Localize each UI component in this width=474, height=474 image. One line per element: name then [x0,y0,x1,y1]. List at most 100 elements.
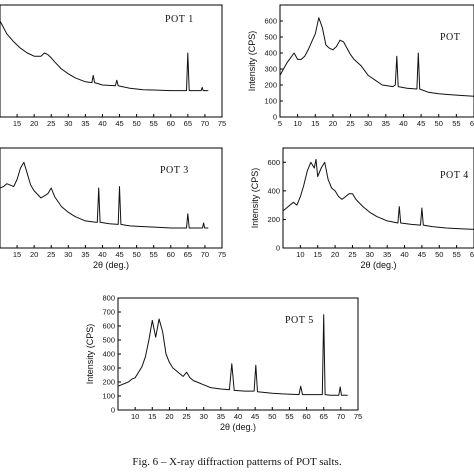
x-tick-label: 20 [30,119,38,128]
x-axis-label: 2θ (deg.) [220,422,256,432]
plot-frame [0,4,223,118]
y-tick-label: 100 [264,97,277,106]
x-tick-label: 50 [132,119,140,128]
x-tick-label: 70 [201,250,209,259]
x-tick-label: 25 [47,119,55,128]
x-axis-label: 2θ (deg.) [360,260,396,270]
diffraction-trace [282,158,474,230]
x-tick-label: 70 [337,412,345,421]
y-tick-label: 200 [264,81,277,90]
y-tick-label: 0 [276,244,280,253]
diffraction-trace [279,17,474,97]
x-tick-label: 50 [435,119,443,128]
y-tick-label: 400 [264,49,277,58]
x-tick-label: 50 [435,250,443,259]
x-tick-label: 75 [218,119,226,128]
x-tick-label: 55 [150,250,158,259]
plot-frame [279,4,474,118]
x-tick-label: 10 [293,119,301,128]
x-tick-label: 10 [131,412,139,421]
panel-title: POT 4 [440,170,469,181]
x-tick-label: 20 [165,412,173,421]
x-tick-label: 30 [64,119,72,128]
x-axis-label: 2θ (deg.) [93,260,129,270]
diffraction-trace [117,314,348,396]
x-tick-label: 55 [452,119,460,128]
y-tick-label: 0 [273,113,277,122]
y-tick-label: 700 [102,308,115,317]
x-tick-label: 60 [167,250,175,259]
x-tick-label: 75 [218,250,226,259]
y-axis-label: Intensity (CPS) [247,31,257,92]
x-tick-label: 40 [399,119,407,128]
x-tick-label: 40 [400,250,408,259]
y-tick-label: 100 [102,392,115,401]
x-tick-label: 65 [320,412,328,421]
x-tick-label: 25 [348,250,356,259]
x-tick-label: 30 [200,412,208,421]
panel-title: POT 5 [285,315,314,326]
x-tick-label: 45 [115,250,123,259]
diffraction-trace [0,161,209,229]
y-tick-label: 0 [111,406,115,415]
x-tick-label: 45 [115,119,123,128]
x-tick-label: 35 [383,250,391,259]
x-tick-label: 50 [132,250,140,259]
x-tick-label: 55 [150,119,158,128]
xrd-panel-pot5: 10 15 20 25 30 35 40 45 50 55 60 65 70 75 0 100 200 300 40… [85,294,362,433]
y-tick-label: 500 [264,33,277,42]
x-tick-label: 15 [311,119,319,128]
xrd-panel-pot3: 15 20 25 30 35 40 45 50 55 60 65 70 75 POT 3 2θ (deg.) [0,147,226,270]
x-tick-label: 30 [364,119,372,128]
x-tick-label: 60 [167,119,175,128]
y-tick-label: 600 [264,17,277,26]
x-tick-label: 10 [296,250,304,259]
plot-frame [0,147,223,249]
x-tick-label: 5 [278,119,282,128]
x-tick-label: 60 [302,412,310,421]
x-tick-label: 15 [13,119,21,128]
panel-title: POT 1 [165,14,194,25]
x-tick-label: 15 [148,412,156,421]
figure-caption: Fig. 6 – X-ray diffraction patterns of P… [132,456,342,468]
y-tick-label: 400 [102,350,115,359]
x-tick-label: 25 [346,119,354,128]
y-axis-label: Intensity (CPS) [250,168,260,229]
panel-title: POT [440,32,460,43]
x-tick-label: 45 [418,250,426,259]
x-tick-label: 35 [81,250,89,259]
y-tick-label: 300 [264,65,277,74]
y-tick-label: 400 [267,186,280,195]
x-tick-label: 15 [13,250,21,259]
xrd-panel-pot4: 10152025303540455055600200400600POT 42θ … [250,147,474,270]
x-tick-label: 35 [217,412,225,421]
panel-title: POT 3 [160,165,189,176]
x-tick-label: 15 [314,250,322,259]
y-tick-label: 800 [102,294,115,303]
x-tick-label: 25 [182,412,190,421]
x-tick-label: 40 [98,119,106,128]
x-tick-label: 20 [329,119,337,128]
x-tick-label: 20 [331,250,339,259]
y-tick-label: 200 [267,215,280,224]
x-tick-label: 45 [251,412,259,421]
x-tick-label: 60 [470,250,474,259]
x-tick-label: 30 [366,250,374,259]
y-axis-label: Intensity (CPS) [85,324,95,385]
x-tick-label: 65 [184,250,192,259]
x-tick-label: 40 [98,250,106,259]
x-tick-label: 45 [417,119,425,128]
x-tick-label: 70 [201,119,209,128]
x-tick-label: 55 [285,412,293,421]
y-tick-label: 600 [102,322,115,331]
x-tick-label: 65 [184,119,192,128]
y-tick-label: 500 [102,336,115,345]
x-tick-label: 75 [354,412,362,421]
x-tick-label: 55 [452,250,460,259]
x-tick-label: 50 [268,412,276,421]
x-tick-label: 35 [81,119,89,128]
x-tick-label: 35 [382,119,390,128]
plot-frame [282,147,474,249]
y-tick-label: 200 [102,378,115,387]
